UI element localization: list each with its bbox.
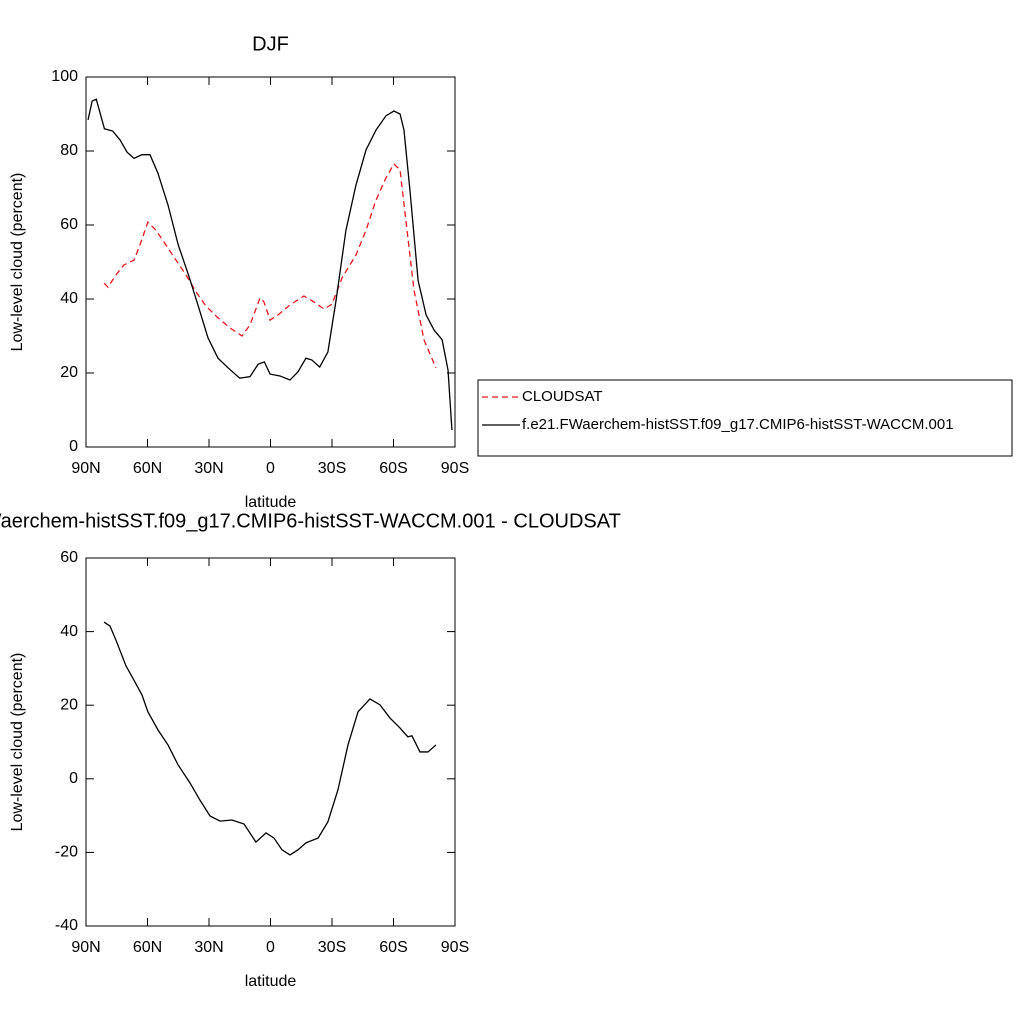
x-tick-label: 0 [266,460,275,477]
legend-label: f.e21.FWaerchem-histSST.f09_g17.CMIP6-hi… [522,416,954,433]
data-line [103,621,437,856]
x-tick-label: 90S [441,939,469,956]
x-tick-label: 30N [194,460,223,477]
chart-title: DJF [252,33,289,55]
chart-title: f.e21.FWaerchem-histSST.f09_g17.CMIP6-hi… [0,510,621,532]
y-axis-label: Low-level cloud (percent) [9,173,26,352]
x-tick-label: 0 [266,939,275,956]
plot-frame [85,76,456,448]
x-tick-label: 60S [379,939,407,956]
legend-box [477,379,1013,457]
x-tick-label: 30S [318,939,346,956]
x-axis-label: latitude [245,494,297,511]
y-tick-label: 0 [69,770,78,787]
x-tick-label: 30N [194,939,223,956]
data-line [103,162,437,369]
x-tick-label: 90S [441,460,469,477]
x-tick-label: 30S [318,460,346,477]
plot-frame [85,557,456,927]
x-tick-label: 60S [379,460,407,477]
y-tick-label: 60 [60,549,78,566]
y-tick-label: 100 [51,68,78,85]
y-tick-label: 0 [69,438,78,455]
y-axis-label: Low-level cloud (percent) [9,653,26,832]
y-tick-label: -20 [55,844,78,861]
data-line [87,98,453,431]
x-tick-label: 90N [71,939,100,956]
y-tick-label: 20 [60,364,78,381]
y-tick-label: 40 [60,623,78,640]
y-tick-label: 20 [60,696,78,713]
x-axis-label: latitude [245,973,297,990]
legend-label: CLOUDSAT [522,388,603,405]
y-tick-label: 80 [60,142,78,159]
x-tick-label: 60N [133,939,162,956]
y-tick-label: 60 [60,216,78,233]
y-tick-label: 40 [60,290,78,307]
x-tick-label: 90N [71,460,100,477]
x-tick-label: 60N [133,460,162,477]
y-tick-label: -40 [55,917,78,934]
